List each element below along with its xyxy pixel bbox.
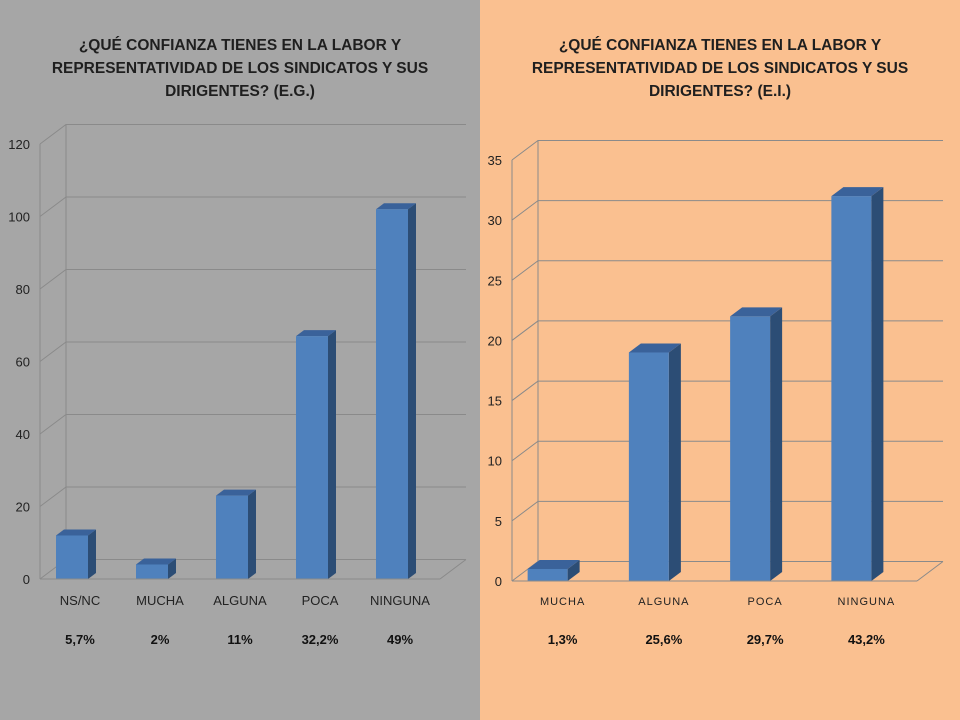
bar-side <box>328 330 336 579</box>
y-tick-label: 20 <box>16 500 30 515</box>
x-category-label: POCA <box>748 596 783 608</box>
bar-top <box>136 558 176 565</box>
gridline <box>39 269 466 290</box>
y-tick-label: 60 <box>16 355 30 370</box>
percent-label: 49% <box>386 632 414 647</box>
bar-front <box>296 336 328 579</box>
bar <box>730 307 783 581</box>
y-tick-label: 30 <box>488 213 502 228</box>
y-tick-label: 80 <box>16 282 30 297</box>
bar-front <box>56 535 88 579</box>
x-category-label: POCA <box>302 593 339 608</box>
floor-right-edge <box>916 561 944 582</box>
bar-top <box>296 330 336 337</box>
gridline <box>511 320 943 341</box>
gridline <box>511 380 943 401</box>
gridline <box>39 196 466 217</box>
bar-side <box>248 489 256 579</box>
bar <box>628 343 681 581</box>
x-category-label: NINGUNA <box>838 596 896 608</box>
bar-top <box>376 203 416 210</box>
x-category-label: NINGUNA <box>370 593 430 608</box>
y-tick-label: 10 <box>488 454 502 469</box>
y-tick-label: 40 <box>16 427 30 442</box>
gridline <box>511 200 943 221</box>
bar-front <box>216 495 248 579</box>
gridline <box>39 124 466 145</box>
y-tick-label: 25 <box>488 273 502 288</box>
bar-top <box>527 559 580 569</box>
percent-label: 11% <box>227 632 253 647</box>
bar-side <box>668 343 681 581</box>
bar <box>527 559 580 581</box>
y-tick-label: 20 <box>488 333 502 348</box>
bar-top <box>628 343 681 353</box>
percent-label: 5,7% <box>65 632 95 647</box>
gridline <box>511 500 943 522</box>
y-tick-label: 120 <box>8 137 30 152</box>
percent-label: 32,2% <box>301 632 339 647</box>
y-tick-label: 15 <box>488 394 502 409</box>
bar-front <box>730 316 771 581</box>
bar-side <box>408 203 416 579</box>
left-chart-panel: ¿QUÉ CONFIANZA TIENES EN LA LABOR Y REPR… <box>0 0 480 720</box>
bar-front <box>628 352 669 581</box>
bar-side <box>567 559 580 581</box>
bar <box>831 187 884 582</box>
bar-top <box>831 187 884 197</box>
gridline <box>511 440 943 462</box>
x-category-label: NS/NC <box>60 593 100 608</box>
right-chart-panel: ¿QUÉ CONFIANZA TIENES EN LA LABOR Y REPR… <box>480 0 960 720</box>
bar-side <box>871 187 884 582</box>
percent-label: 25,6% <box>645 632 683 647</box>
left-chart: 0 20 40 60 80 100 120 NS/NC MUCHA ALGUNA POCA NINGU… <box>8 124 467 608</box>
gridline <box>511 260 943 281</box>
bar-top <box>216 489 256 496</box>
bar-side <box>770 307 783 581</box>
y-tick-label: 100 <box>8 210 30 225</box>
bar-side <box>168 558 176 579</box>
gridline <box>511 140 943 161</box>
bar <box>216 489 256 579</box>
floor-right-edge <box>439 559 467 580</box>
bar-top <box>56 529 96 536</box>
bar <box>136 558 176 579</box>
x-category-label: ALGUNA <box>638 596 689 608</box>
bar-front <box>831 196 872 582</box>
y-tick-label: 5 <box>495 514 502 529</box>
bar-front <box>136 564 168 579</box>
x-category-label: ALGUNA <box>213 593 267 608</box>
percent-label: 29,7% <box>746 632 784 647</box>
percent-label: 2% <box>150 632 170 647</box>
percent-label: 43,2% <box>847 632 885 647</box>
x-category-label: MUCHA <box>136 593 184 608</box>
bar <box>296 330 336 579</box>
bar <box>376 203 416 579</box>
bar-top <box>730 307 783 317</box>
y-tick-label: 0 <box>495 574 502 589</box>
y-tick-label: 0 <box>23 572 30 587</box>
bar-side <box>88 529 96 579</box>
x-category-label: MUCHA <box>540 596 585 608</box>
y-tick-label: 35 <box>488 153 502 168</box>
percent-label: 1,3% <box>547 632 578 647</box>
left-chart-title: ¿QUÉ CONFIANZA TIENES EN LA LABOR Y REPR… <box>51 37 429 100</box>
bar-front <box>527 568 568 581</box>
right-chart: 0 5 10 15 20 25 30 35 MUCHA ALGUNA POCA NINGUNA <box>488 140 944 608</box>
bar <box>56 529 96 579</box>
right-chart-title: ¿QUÉ CONFIANZA TIENES EN LA LABOR Y REPR… <box>531 37 909 100</box>
bar-front <box>376 209 408 579</box>
